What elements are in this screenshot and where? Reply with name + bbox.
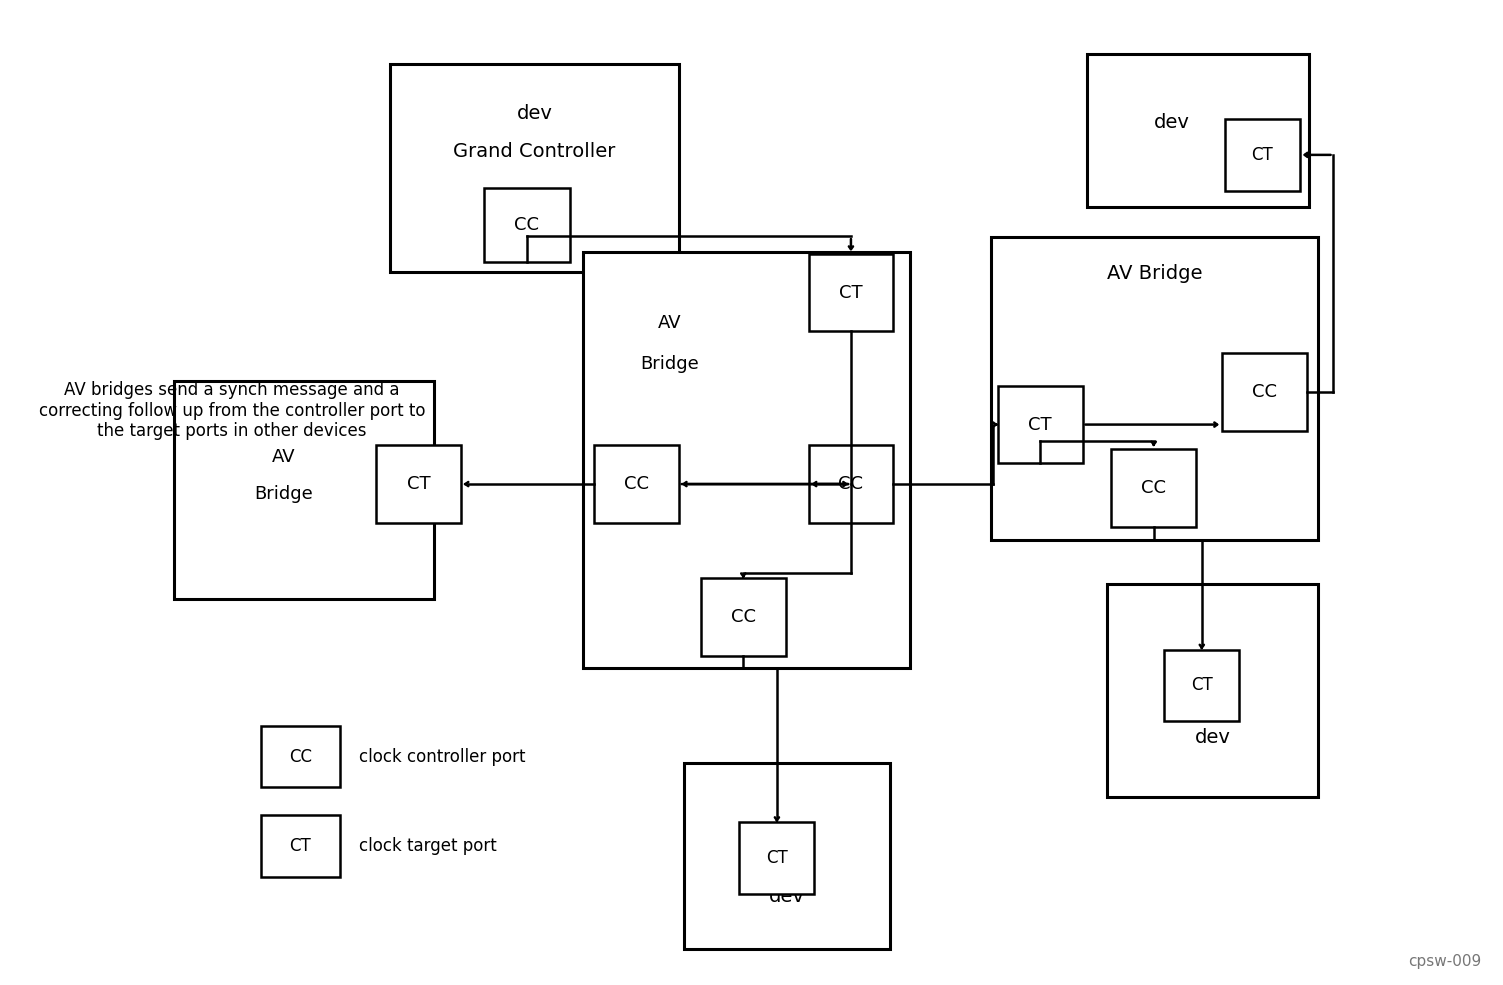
Text: AV: AV [657, 314, 681, 332]
Text: clock controller port: clock controller port [359, 748, 525, 765]
Text: CC: CC [624, 475, 649, 493]
Bar [809, 254, 893, 331]
Bar [260, 816, 340, 877]
Bar [174, 381, 434, 599]
Text: CC: CC [839, 475, 863, 493]
Text: AV bridges send a synch message and a
correcting follow up from the controller p: AV bridges send a synch message and a co… [39, 381, 425, 440]
Text: AV: AV [272, 448, 295, 466]
Text: CT: CT [1252, 146, 1273, 164]
Text: CC: CC [1252, 383, 1276, 401]
Text: Bridge: Bridge [640, 356, 699, 373]
Text: Grand Controller: Grand Controller [454, 142, 616, 161]
Text: AV Bridge: AV Bridge [1106, 264, 1202, 283]
Text: CT: CT [839, 284, 863, 301]
Bar [739, 822, 815, 893]
Bar [1087, 54, 1309, 208]
Text: CT: CT [1028, 416, 1052, 433]
Text: dev: dev [517, 104, 553, 123]
Text: clock target port: clock target port [359, 837, 496, 855]
Text: CC: CC [1141, 479, 1166, 497]
Bar [260, 726, 340, 787]
Bar [809, 445, 893, 523]
Text: dev: dev [1153, 113, 1189, 132]
Bar [1111, 449, 1196, 527]
Text: CT: CT [289, 837, 311, 855]
Bar [992, 237, 1318, 540]
Bar [391, 64, 679, 272]
Text: CT: CT [406, 475, 430, 493]
Bar [1165, 650, 1240, 721]
Bar [583, 252, 909, 669]
Text: Bridge: Bridge [254, 486, 313, 503]
Text: CT: CT [767, 849, 788, 867]
Text: CC: CC [730, 608, 756, 625]
Bar [594, 445, 679, 523]
Bar [484, 187, 570, 262]
Text: CC: CC [514, 216, 540, 233]
Text: dev: dev [770, 887, 806, 906]
Bar [1225, 119, 1300, 190]
Bar [1222, 354, 1306, 430]
Text: dev: dev [1195, 728, 1231, 748]
Text: CC: CC [289, 748, 311, 765]
Bar [376, 445, 460, 523]
Text: cpsw-009: cpsw-009 [1408, 953, 1482, 969]
Bar [684, 762, 890, 950]
Bar [700, 578, 786, 656]
Bar [1106, 584, 1318, 798]
Bar [998, 386, 1082, 463]
Text: CT: CT [1190, 677, 1213, 694]
